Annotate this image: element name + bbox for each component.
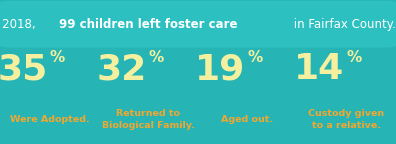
Text: Custody given
to a relative.: Custody given to a relative. [308, 109, 385, 130]
Text: in Fairfax County.: in Fairfax County. [289, 18, 396, 31]
Text: 35: 35 [0, 52, 48, 86]
Text: 14: 14 [294, 52, 345, 86]
FancyBboxPatch shape [0, 1, 396, 48]
Text: Were Adopted.: Were Adopted. [10, 115, 89, 124]
Text: 99 children left foster care: 99 children left foster care [59, 18, 238, 31]
Text: In FY 2018,: In FY 2018, [0, 18, 39, 31]
Text: %: % [248, 50, 263, 65]
Text: 32: 32 [96, 52, 147, 86]
Text: 19: 19 [195, 52, 246, 86]
Text: Returned to
Biological Family.: Returned to Biological Family. [102, 109, 195, 130]
Text: Aged out.: Aged out. [221, 115, 274, 124]
Text: %: % [148, 50, 164, 65]
Text: %: % [50, 50, 65, 65]
Text: %: % [346, 50, 362, 65]
